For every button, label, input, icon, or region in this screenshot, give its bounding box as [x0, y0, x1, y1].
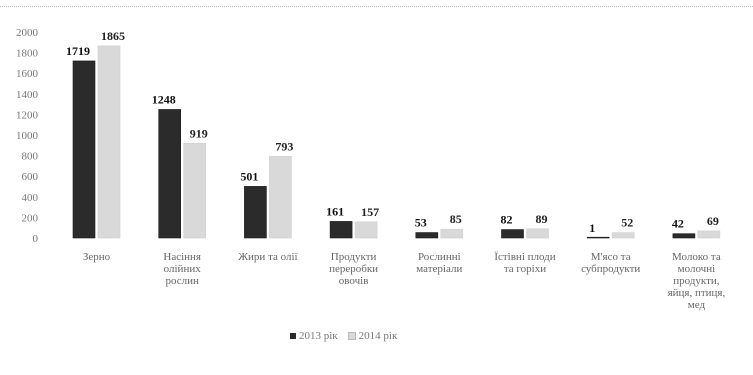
data-label-series-1: 53 — [415, 216, 427, 230]
category-label: Молоко та — [672, 251, 721, 263]
data-label-series-2: 89 — [536, 212, 548, 226]
bar-series-1 — [72, 60, 96, 239]
category-label: та горіхи — [504, 263, 546, 275]
category-label: продукти, — [673, 275, 720, 287]
bar-series-2 — [183, 143, 206, 239]
category-label: Рослинні — [418, 251, 461, 263]
data-label-series-2: 919 — [190, 126, 208, 140]
y-tick-label: 400 — [22, 192, 39, 204]
y-tick-label: 1200 — [16, 109, 39, 121]
y-tick-label: 0 — [33, 233, 39, 245]
bar-series-1 — [672, 233, 696, 239]
bar-series-1 — [415, 232, 439, 239]
legend-swatch-series-1 — [290, 333, 296, 339]
data-label-series-2: 793 — [275, 139, 293, 153]
bar-series-2 — [97, 45, 121, 239]
bar-series-2 — [354, 221, 378, 239]
bar-series-2 — [526, 228, 549, 239]
bar-series-2 — [697, 230, 721, 239]
category-label: молочні — [678, 263, 716, 275]
top-border-line — [0, 6, 753, 7]
data-label-series-1: 1719 — [66, 44, 90, 58]
legend-swatch-series-2 — [347, 332, 356, 340]
data-label-series-1: 501 — [240, 169, 258, 183]
bar-series-1 — [501, 229, 524, 239]
category-label: матеріали — [416, 263, 462, 275]
bar-series-1 — [158, 109, 181, 239]
legend-item-series-1: 2013 рік — [290, 330, 338, 342]
category-label: яйця, птиця, — [668, 287, 726, 299]
data-label-series-2: 69 — [707, 214, 719, 228]
data-label-series-1: 1248 — [152, 92, 176, 106]
chart-plot: 0 200 400 600 800 1000 1200 1400 1600 1800 2000 171… — [16, 27, 726, 311]
data-label-series-2: 1865 — [101, 29, 125, 43]
y-tick-label: 1600 — [16, 68, 39, 80]
bar-series-1 — [244, 186, 267, 239]
category-label: М'ясо та — [591, 251, 631, 263]
y-tick-label: 2000 — [16, 27, 39, 39]
legend-item-series-2: 2014 рік — [347, 330, 398, 342]
category-label: мед — [688, 299, 706, 311]
data-label-series-1: 1 — [589, 221, 595, 235]
legend-label-series-1: 2013 рік — [299, 330, 338, 342]
data-label-series-2: 157 — [361, 205, 379, 219]
category-label: овочів — [339, 275, 369, 287]
category-label: Продукти — [331, 251, 377, 263]
category-label: олійних — [164, 263, 202, 275]
bar-series-2 — [440, 228, 464, 239]
y-tick-label: 600 — [22, 171, 39, 183]
y-tick-label: 1400 — [16, 89, 39, 101]
category-label: рослин — [165, 275, 199, 287]
bar-series-2 — [269, 156, 292, 239]
data-label-series-1: 42 — [672, 217, 684, 231]
bar-series-2 — [611, 232, 635, 239]
category-label: Зерно — [83, 251, 111, 263]
bar-series-1 — [329, 221, 353, 239]
bar-series-1 — [586, 236, 610, 239]
data-label-series-2: 52 — [621, 216, 633, 230]
data-label-series-2: 85 — [450, 212, 462, 226]
category-label: Насіння — [163, 251, 201, 263]
y-tick-label: 1000 — [16, 130, 39, 142]
y-tick-label: 800 — [22, 151, 39, 163]
y-tick-label: 1800 — [16, 48, 39, 60]
legend: 2013 рік 2014 рік — [290, 330, 403, 342]
data-label-series-1: 161 — [326, 204, 344, 218]
category-label: Їстівні плоди — [494, 251, 555, 263]
y-tick-label: 200 — [22, 212, 39, 224]
legend-label-series-2: 2014 рік — [358, 330, 398, 342]
category-label: субпродукти — [581, 263, 640, 275]
category-label: Жири та олії — [238, 251, 298, 263]
category-label: переробки — [329, 263, 378, 275]
data-label-series-1: 82 — [501, 213, 513, 227]
